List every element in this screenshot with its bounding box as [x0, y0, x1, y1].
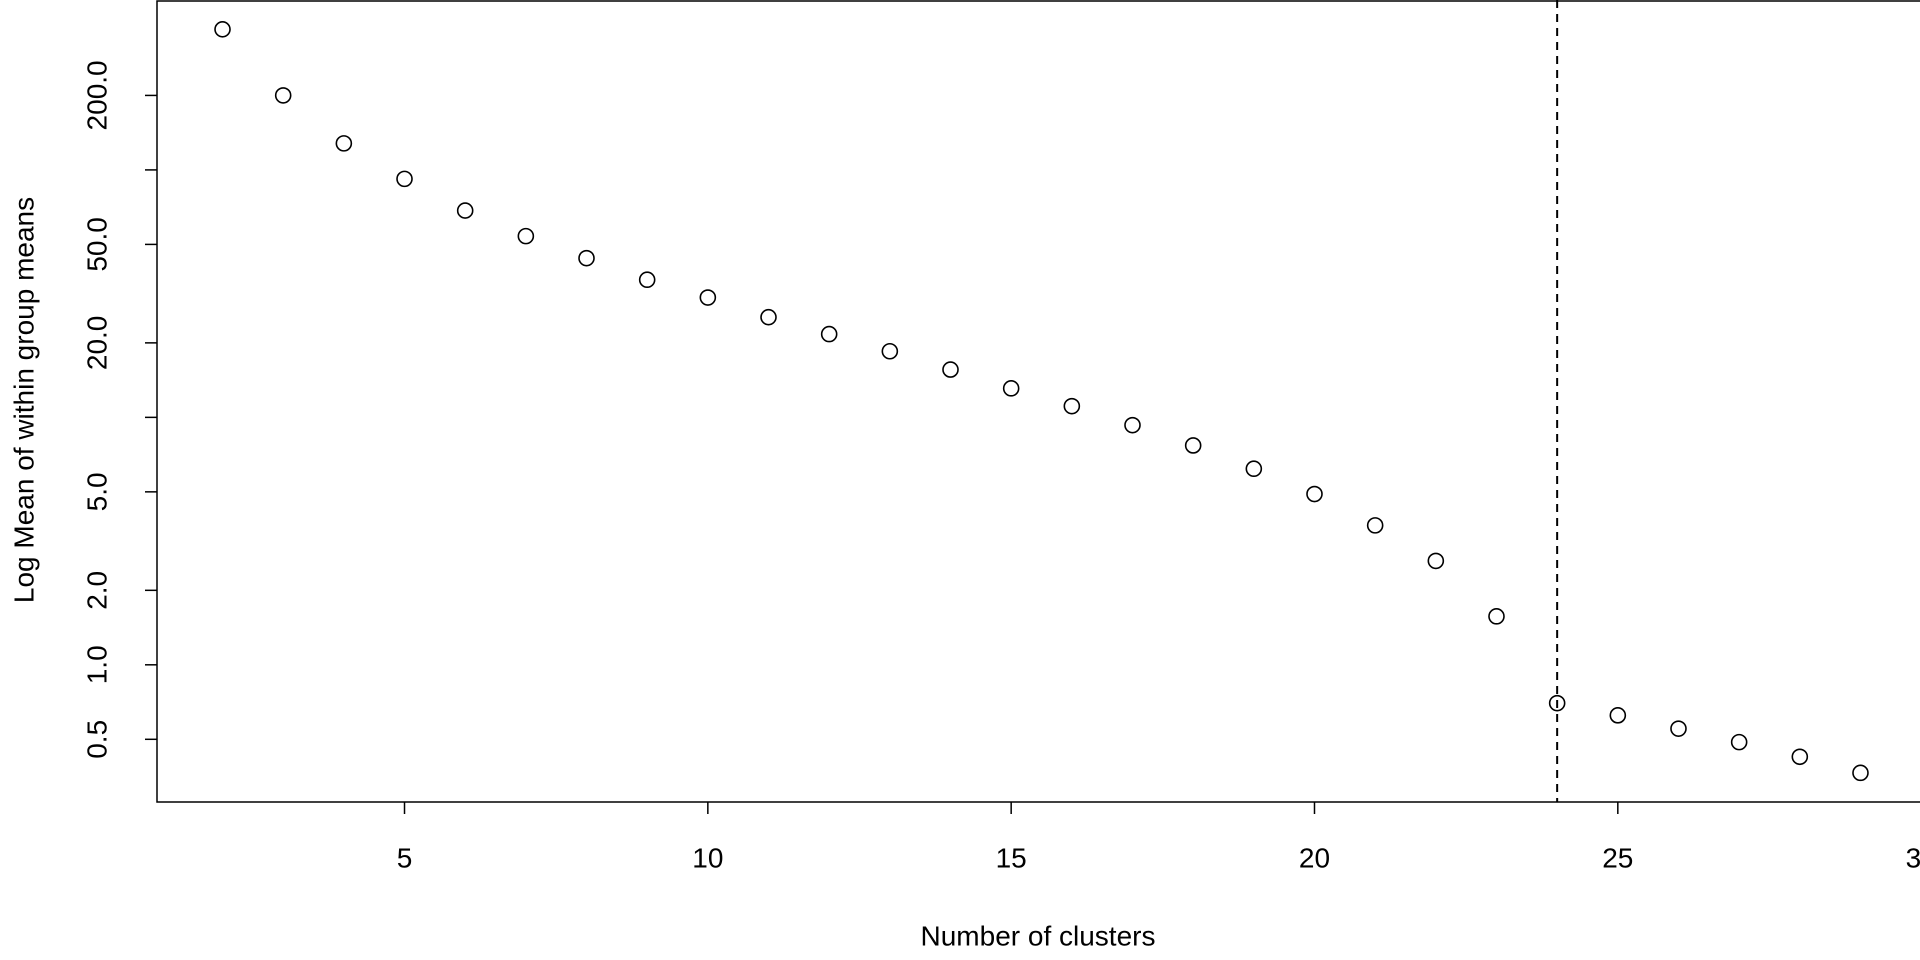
point [942, 361, 959, 378]
point [517, 227, 535, 245]
point [274, 87, 292, 104]
point [1548, 694, 1566, 712]
point [1488, 608, 1505, 625]
x-tick-label: 20 [1299, 842, 1330, 873]
x-tick-label: 10 [692, 842, 723, 873]
x-tick-label: 25 [1602, 842, 1633, 873]
point [578, 249, 595, 267]
point [1366, 517, 1384, 534]
x-tick-label: 15 [996, 842, 1027, 873]
y-tick-label: 1.0 [81, 645, 112, 684]
y-tick-label: 0.5 [81, 720, 112, 759]
plot-frame [156, 0, 1920, 803]
y-tick-label: 20.0 [81, 316, 112, 371]
point [1124, 416, 1141, 434]
x-axis-label: Number of clusters [921, 920, 1156, 951]
point [396, 170, 413, 188]
point [881, 342, 899, 360]
point [1002, 380, 1020, 397]
point [1730, 733, 1748, 751]
point [1791, 748, 1809, 766]
y-tick-label: 50.0 [81, 217, 112, 271]
y-tick-label: 5.0 [81, 472, 112, 511]
y-tick-label: 2.0 [81, 571, 112, 610]
point [1609, 707, 1627, 724]
point [1670, 720, 1687, 737]
x-tick-label: 5 [397, 842, 413, 873]
point [699, 289, 717, 306]
x-tick-label: 30 [1906, 842, 1920, 873]
point [820, 325, 838, 343]
y-tick-label: 200.0 [81, 60, 112, 130]
point [1427, 552, 1445, 570]
point [456, 202, 474, 219]
point [638, 271, 656, 289]
point [1063, 397, 1081, 415]
point [1852, 764, 1869, 782]
point [335, 135, 353, 152]
point [760, 308, 777, 326]
point [1245, 460, 1263, 478]
point [214, 21, 231, 38]
point [1306, 485, 1323, 503]
point [1184, 437, 1202, 454]
y-axis-label: Log Mean of within group means [8, 197, 39, 603]
